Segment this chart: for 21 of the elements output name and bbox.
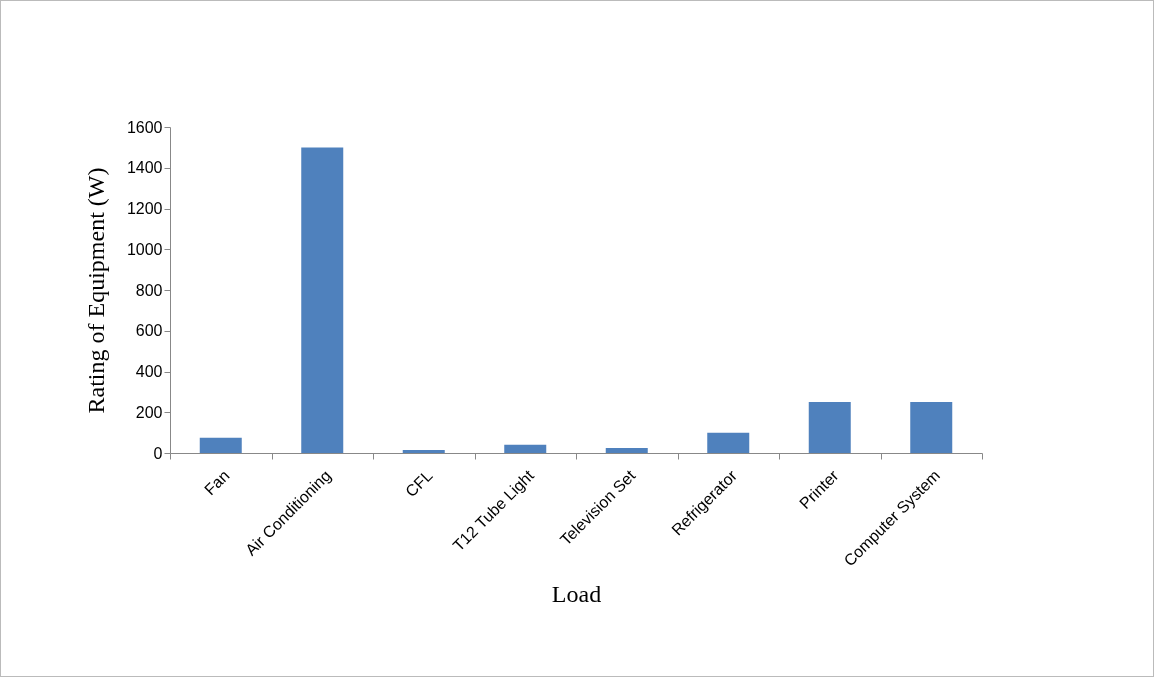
x-tick-label: Fan [201,466,233,499]
bar [199,437,242,453]
bar [605,447,648,453]
bar [402,449,445,453]
y-tick-label: 1600 [126,118,163,136]
y-tick-label: 400 [135,363,163,380]
y-tick-label: 1200 [126,200,163,217]
x-tick-label: CFL [402,466,436,501]
y-tick-label: 1000 [126,240,163,258]
y-tick-label: 600 [135,322,163,340]
bar [808,402,851,453]
y-axis-title: Rating of Equipment (W) [82,167,109,414]
y-tick-label: 200 [135,403,163,421]
y-tick-label: 800 [135,281,163,299]
x-axis-title: Load [551,581,602,608]
bar [707,432,750,453]
y-tick-label: 1400 [126,159,163,177]
bar [910,402,953,453]
y-tick-label: 0 [153,444,163,462]
bar [504,444,547,453]
bar [301,147,344,453]
